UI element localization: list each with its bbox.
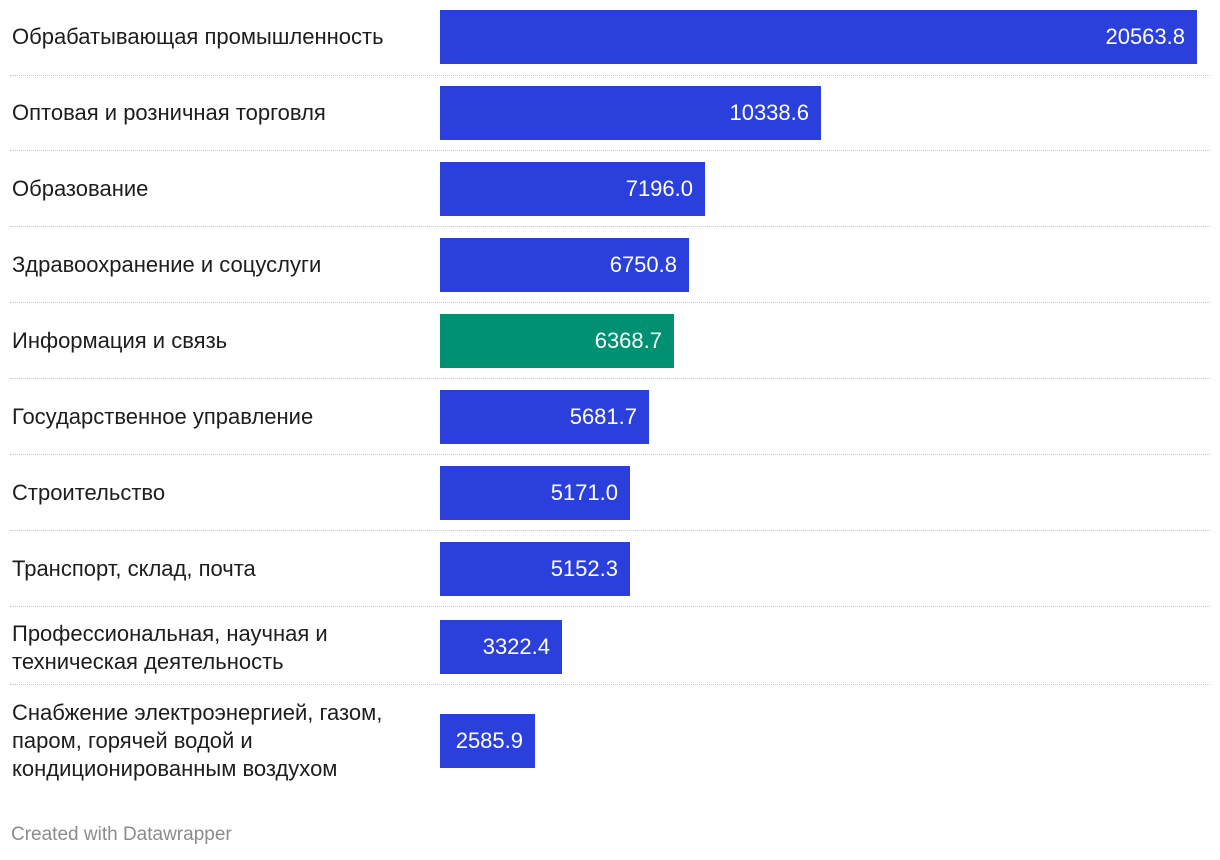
bar-value-label: 7196.0 (625, 176, 693, 201)
category-label-text: Оптовая и розничная торговля (12, 100, 326, 125)
bar-value-label: 3322.4 (482, 634, 550, 659)
bar-value-label: 20563.8 (1105, 24, 1185, 49)
category-label: Транспорт, склад, почта (12, 542, 432, 596)
credit-footer: Created with Datawrapper (11, 824, 232, 845)
bar: 20563.8 (440, 10, 1197, 64)
row-divider (10, 75, 1210, 76)
bar: 3322.4 (440, 620, 562, 674)
row-divider (10, 530, 1210, 531)
category-label: Обрабатывающая промышленность (12, 10, 432, 64)
bar-value-label: 2585.9 (455, 728, 523, 753)
category-label-text: Профессиональная, научная и техническая … (12, 621, 328, 674)
bar: 7196.0 (440, 162, 705, 216)
row-divider (10, 150, 1210, 151)
category-label-text: Здравоохранение и соцуслуги (12, 252, 322, 277)
bar: 6368.7 (440, 314, 674, 368)
bar-value-label: 6368.7 (594, 328, 662, 353)
category-label-text: Обрабатывающая промышленность (12, 24, 384, 49)
category-label: Государственное управление (12, 390, 432, 444)
row-divider (10, 302, 1210, 303)
category-label: Строительство (12, 466, 432, 520)
bar: 5171.0 (440, 466, 630, 520)
row-divider (10, 454, 1210, 455)
bar: 10338.6 (440, 86, 821, 140)
category-label: Снабжение электроэнергией, газом, паром,… (12, 699, 432, 783)
bar-value-label: 5152.3 (550, 556, 618, 581)
bar: 5152.3 (440, 542, 630, 596)
category-label-text: Снабжение электроэнергией, газом, паром,… (12, 700, 383, 781)
category-label: Здравоохранение и соцуслуги (12, 238, 432, 292)
row-divider (10, 226, 1210, 227)
category-label: Профессиональная, научная и техническая … (12, 620, 432, 676)
row-divider (10, 378, 1210, 379)
category-label: Образование (12, 162, 432, 216)
category-label: Информация и связь (12, 314, 432, 368)
bar-value-label: 6750.8 (609, 252, 677, 277)
bar: 2585.9 (440, 714, 535, 768)
category-label-text: Строительство (12, 480, 166, 505)
category-label-text: Транспорт, склад, почта (12, 556, 256, 581)
bar-value-label: 5171.0 (550, 480, 618, 505)
bar-chart: Обрабатывающая промышленность 20563.8 Опто… (10, 10, 1210, 783)
category-label-text: Образование (12, 176, 149, 201)
category-label-text: Государственное управление (12, 404, 314, 429)
row-divider (10, 684, 1210, 685)
bar-value-label: 10338.6 (729, 100, 809, 125)
row-divider (10, 606, 1210, 607)
bar: 6750.8 (440, 238, 689, 292)
category-label: Оптовая и розничная торговля (12, 86, 432, 140)
category-label-text: Информация и связь (12, 328, 228, 353)
bar-value-label: 5681.7 (569, 404, 637, 429)
bar: 5681.7 (440, 390, 649, 444)
